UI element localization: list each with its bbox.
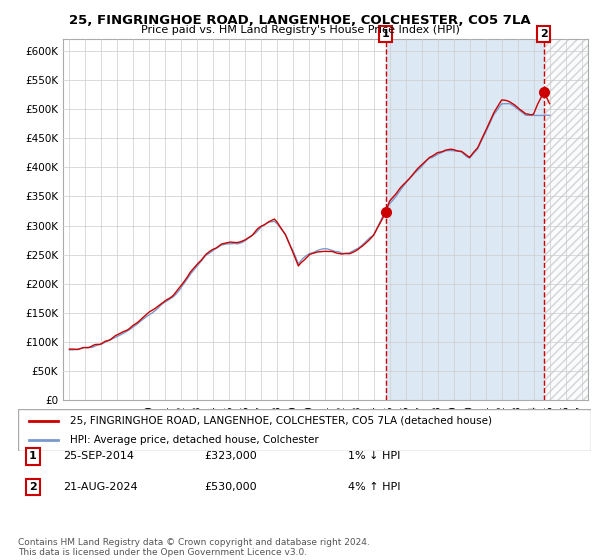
- Text: 25-SEP-2014: 25-SEP-2014: [63, 451, 134, 461]
- Bar: [386, 39, 588, 400]
- Text: 21-AUG-2024: 21-AUG-2024: [63, 482, 137, 492]
- Text: £530,000: £530,000: [204, 482, 257, 492]
- Text: 25, FINGRINGHOE ROAD, LANGENHOE, COLCHESTER, CO5 7LA: 25, FINGRINGHOE ROAD, LANGENHOE, COLCHES…: [69, 14, 531, 27]
- Text: Price paid vs. HM Land Registry's House Price Index (HPI): Price paid vs. HM Land Registry's House …: [140, 25, 460, 35]
- Text: £323,000: £323,000: [204, 451, 257, 461]
- Text: HPI: Average price, detached house, Colchester: HPI: Average price, detached house, Colc…: [70, 435, 319, 445]
- Text: 1: 1: [29, 451, 37, 461]
- Text: Contains HM Land Registry data © Crown copyright and database right 2024.
This d: Contains HM Land Registry data © Crown c…: [18, 538, 370, 557]
- Text: 1% ↓ HPI: 1% ↓ HPI: [348, 451, 400, 461]
- Text: 4% ↑ HPI: 4% ↑ HPI: [348, 482, 401, 492]
- Text: 1: 1: [382, 29, 389, 39]
- FancyBboxPatch shape: [18, 409, 591, 451]
- Bar: [544, 39, 588, 400]
- Text: 25, FINGRINGHOE ROAD, LANGENHOE, COLCHESTER, CO5 7LA (detached house): 25, FINGRINGHOE ROAD, LANGENHOE, COLCHES…: [70, 416, 491, 426]
- Text: 2: 2: [540, 29, 548, 39]
- Text: 2: 2: [29, 482, 37, 492]
